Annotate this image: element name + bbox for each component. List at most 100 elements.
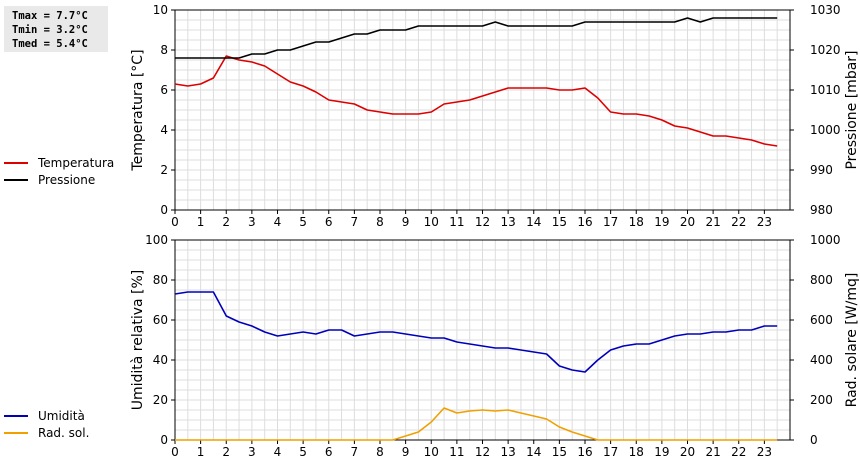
tmin-stat: Tmin = 3.2°C — [12, 24, 88, 36]
x-tick-label: 5 — [299, 445, 307, 459]
series-line-rad-sol- — [175, 407, 778, 441]
y-axis-label: Temperatura [°C] — [130, 49, 146, 171]
legend-swatch — [4, 431, 28, 434]
x-tick-label: 10 — [424, 215, 439, 229]
series-line-umidit- — [174, 291, 778, 373]
y-tick-label: 60 — [153, 313, 168, 327]
x-tick-label: 15 — [552, 215, 567, 229]
y-tick-label: 100 — [145, 233, 168, 247]
series-line-temperatura — [174, 55, 778, 147]
y2-tick-label: 1030 — [810, 3, 841, 17]
x-tick-label: 0 — [171, 215, 179, 229]
legend-item-umidita: Umidità — [4, 407, 89, 424]
x-tick-label: 4 — [274, 215, 282, 229]
chart-2 — [171, 239, 794, 444]
x-tick-label: 3 — [248, 215, 256, 229]
y2-tick-label: 1000 — [810, 233, 841, 247]
tmed-stat: Tmed = 5.4°C — [12, 38, 88, 50]
x-tick-label: 21 — [705, 215, 720, 229]
y-tick-label: 4 — [160, 123, 168, 137]
x-tick-label: 10 — [424, 445, 439, 459]
legend-item-temperatura: Temperatura — [4, 154, 114, 171]
y-tick-label: 6 — [160, 83, 168, 97]
x-tick-label: 6 — [325, 445, 333, 459]
y2-tick-label: 0 — [810, 433, 818, 447]
x-tick-label: 20 — [680, 215, 695, 229]
x-tick-label: 1 — [197, 445, 205, 459]
y-tick-label: 80 — [153, 273, 168, 287]
x-tick-label: 8 — [376, 445, 384, 459]
x-tick-label: 17 — [603, 215, 618, 229]
legend-swatch — [4, 414, 28, 417]
y-tick-label: 10 — [153, 3, 168, 17]
legend-bottom: Umidità Rad. sol. — [4, 407, 89, 441]
y2-tick-label: 200 — [810, 393, 833, 407]
x-tick-label: 19 — [654, 215, 669, 229]
x-tick-label: 12 — [475, 445, 490, 459]
x-tick-label: 22 — [731, 215, 746, 229]
legend-label: Pressione — [38, 172, 96, 187]
y-tick-label: 8 — [160, 43, 168, 57]
x-tick-label: 3 — [248, 445, 256, 459]
x-tick-label: 18 — [629, 445, 644, 459]
legend-label: Umidità — [38, 408, 85, 423]
x-tick-label: 7 — [351, 215, 359, 229]
series-line-pressione — [175, 17, 778, 59]
x-tick-label: 23 — [757, 215, 772, 229]
y-tick-label: 40 — [153, 353, 168, 367]
y-axis-label: Umidità relativa [%] — [130, 270, 146, 411]
y2-tick-label: 990 — [810, 163, 833, 177]
legend-swatch — [4, 178, 28, 181]
y-tick-label: 2 — [160, 163, 168, 177]
x-tick-label: 18 — [629, 215, 644, 229]
legend-item-rad-sol: Rad. sol. — [4, 424, 89, 441]
y-tick-label: 20 — [153, 393, 168, 407]
x-tick-label: 12 — [475, 215, 490, 229]
x-tick-label: 13 — [500, 215, 515, 229]
x-tick-label: 22 — [731, 445, 746, 459]
x-tick-label: 16 — [577, 215, 592, 229]
x-tick-label: 20 — [680, 445, 695, 459]
y2-tick-label: 1000 — [810, 123, 841, 137]
x-tick-label: 1 — [197, 215, 205, 229]
x-tick-label: 6 — [325, 215, 333, 229]
x-tick-label: 2 — [222, 215, 230, 229]
x-tick-label: 9 — [402, 445, 410, 459]
y2-tick-label: 600 — [810, 313, 833, 327]
legend-label: Rad. sol. — [38, 425, 90, 440]
y2-axis-label: Pressione [mbar] — [844, 50, 860, 169]
y2-tick-label: 980 — [810, 203, 833, 217]
legend-label: Temperatura — [38, 155, 115, 170]
x-tick-label: 0 — [171, 445, 179, 459]
x-tick-label: 7 — [351, 445, 359, 459]
x-tick-label: 15 — [552, 445, 567, 459]
y2-tick-label: 400 — [810, 353, 833, 367]
x-tick-label: 19 — [654, 445, 669, 459]
x-tick-label: 14 — [526, 445, 541, 459]
legend-top: Temperatura Pressione — [4, 154, 114, 188]
y-tick-label: 0 — [160, 203, 168, 217]
x-tick-label: 11 — [449, 445, 464, 459]
x-tick-label: 14 — [526, 215, 541, 229]
x-tick-label: 23 — [757, 445, 772, 459]
x-tick-label: 11 — [449, 215, 464, 229]
y2-tick-label: 1020 — [810, 43, 841, 57]
tmax-stat: Tmax = 7.7°C — [12, 10, 88, 22]
stats-box: Tmax = 7.7°C Tmin = 3.2°C Tmed = 5.4°C — [4, 6, 108, 52]
legend-swatch — [4, 161, 28, 164]
x-tick-label: 16 — [577, 445, 592, 459]
x-tick-label: 5 — [299, 215, 307, 229]
x-tick-label: 4 — [274, 445, 282, 459]
x-tick-label: 8 — [376, 215, 384, 229]
x-tick-label: 17 — [603, 445, 618, 459]
legend-item-pressione: Pressione — [4, 171, 114, 188]
x-tick-label: 9 — [402, 215, 410, 229]
chart-1 — [171, 9, 794, 214]
x-tick-label: 21 — [705, 445, 720, 459]
y2-tick-label: 1010 — [810, 83, 841, 97]
x-tick-label: 2 — [222, 445, 230, 459]
y-tick-label: 0 — [160, 433, 168, 447]
y2-axis-label: Rad. solare [W/mq] — [844, 273, 860, 408]
y2-tick-label: 800 — [810, 273, 833, 287]
